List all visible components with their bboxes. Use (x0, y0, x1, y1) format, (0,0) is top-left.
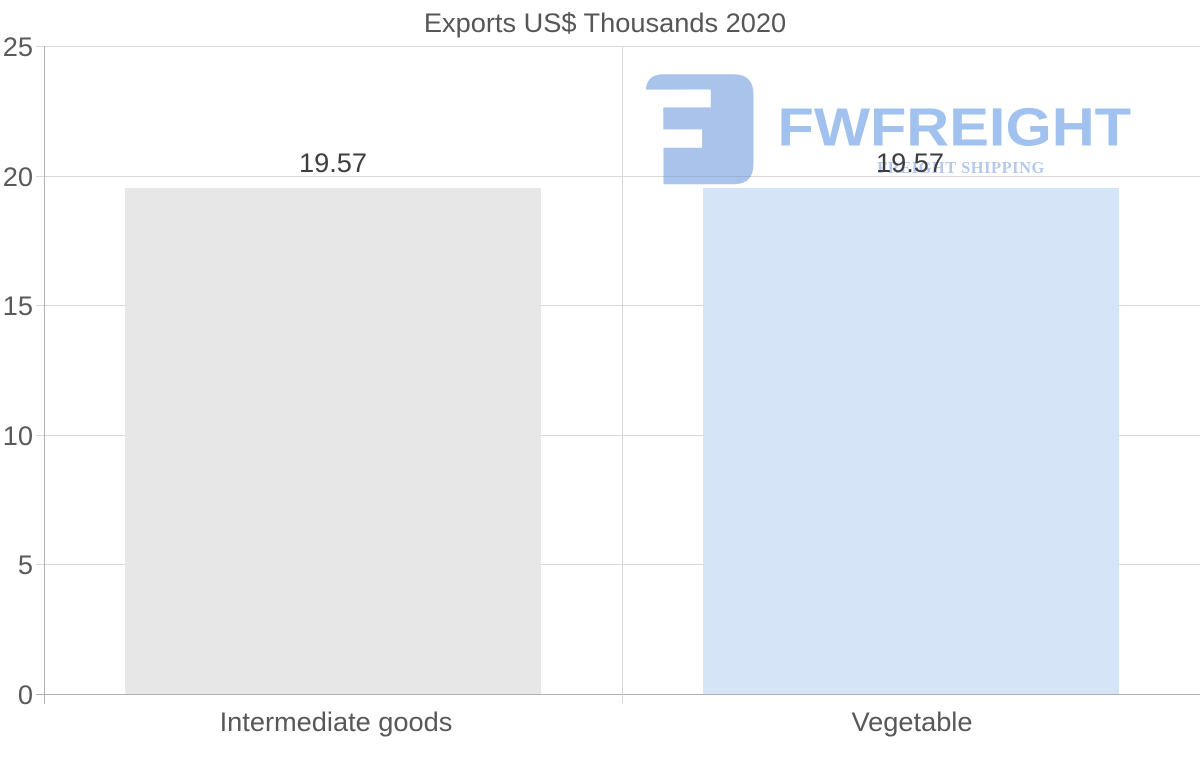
svg-text:FREIGHT SHIPPING: FREIGHT SHIPPING (877, 158, 1045, 177)
svg-text:FWFREIGHT: FWFREIGHT (778, 98, 1132, 158)
